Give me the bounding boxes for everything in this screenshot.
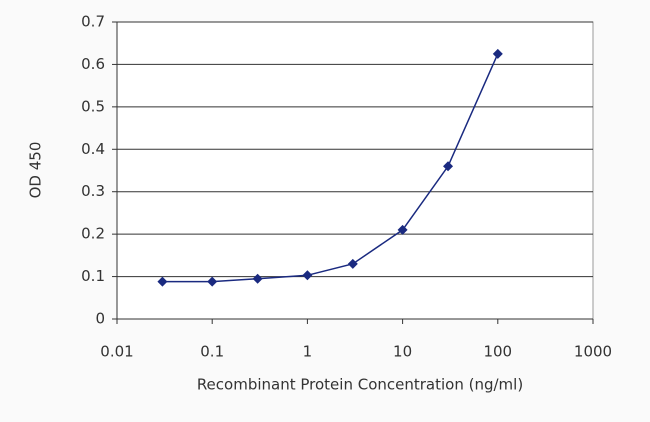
y-tick-label: 0.6 [81,55,105,73]
y-tick-label: 0.5 [81,97,105,115]
y-tick-label: 0.4 [81,140,105,158]
x-axis-label: Recombinant Protein Concentration (ng/ml… [197,376,523,394]
x-tick-label: 1000 [574,343,612,361]
x-tick-label: 0.01 [100,343,133,361]
x-tick-label: 1 [303,343,313,361]
y-tick-label: 0.7 [81,13,105,31]
data-point [397,224,408,235]
y-tick-label: 0.1 [81,267,105,285]
data-point [302,270,313,281]
data-point [347,258,358,269]
y-tick-label: 0.2 [81,225,105,243]
x-tick-label: 100 [483,343,512,361]
data-point [443,161,454,172]
x-tick-label: 0.1 [200,343,224,361]
data-line [162,53,499,283]
data-point [492,48,503,59]
data-point [157,276,168,287]
y-tick-label: 0.3 [81,182,105,200]
x-tick-label: 10 [393,343,412,361]
plot-area [116,21,594,320]
data-point [252,273,263,284]
y-axis-label: OD 450 [27,142,45,199]
data-point [207,276,218,287]
y-tick-label: 0 [95,310,105,328]
